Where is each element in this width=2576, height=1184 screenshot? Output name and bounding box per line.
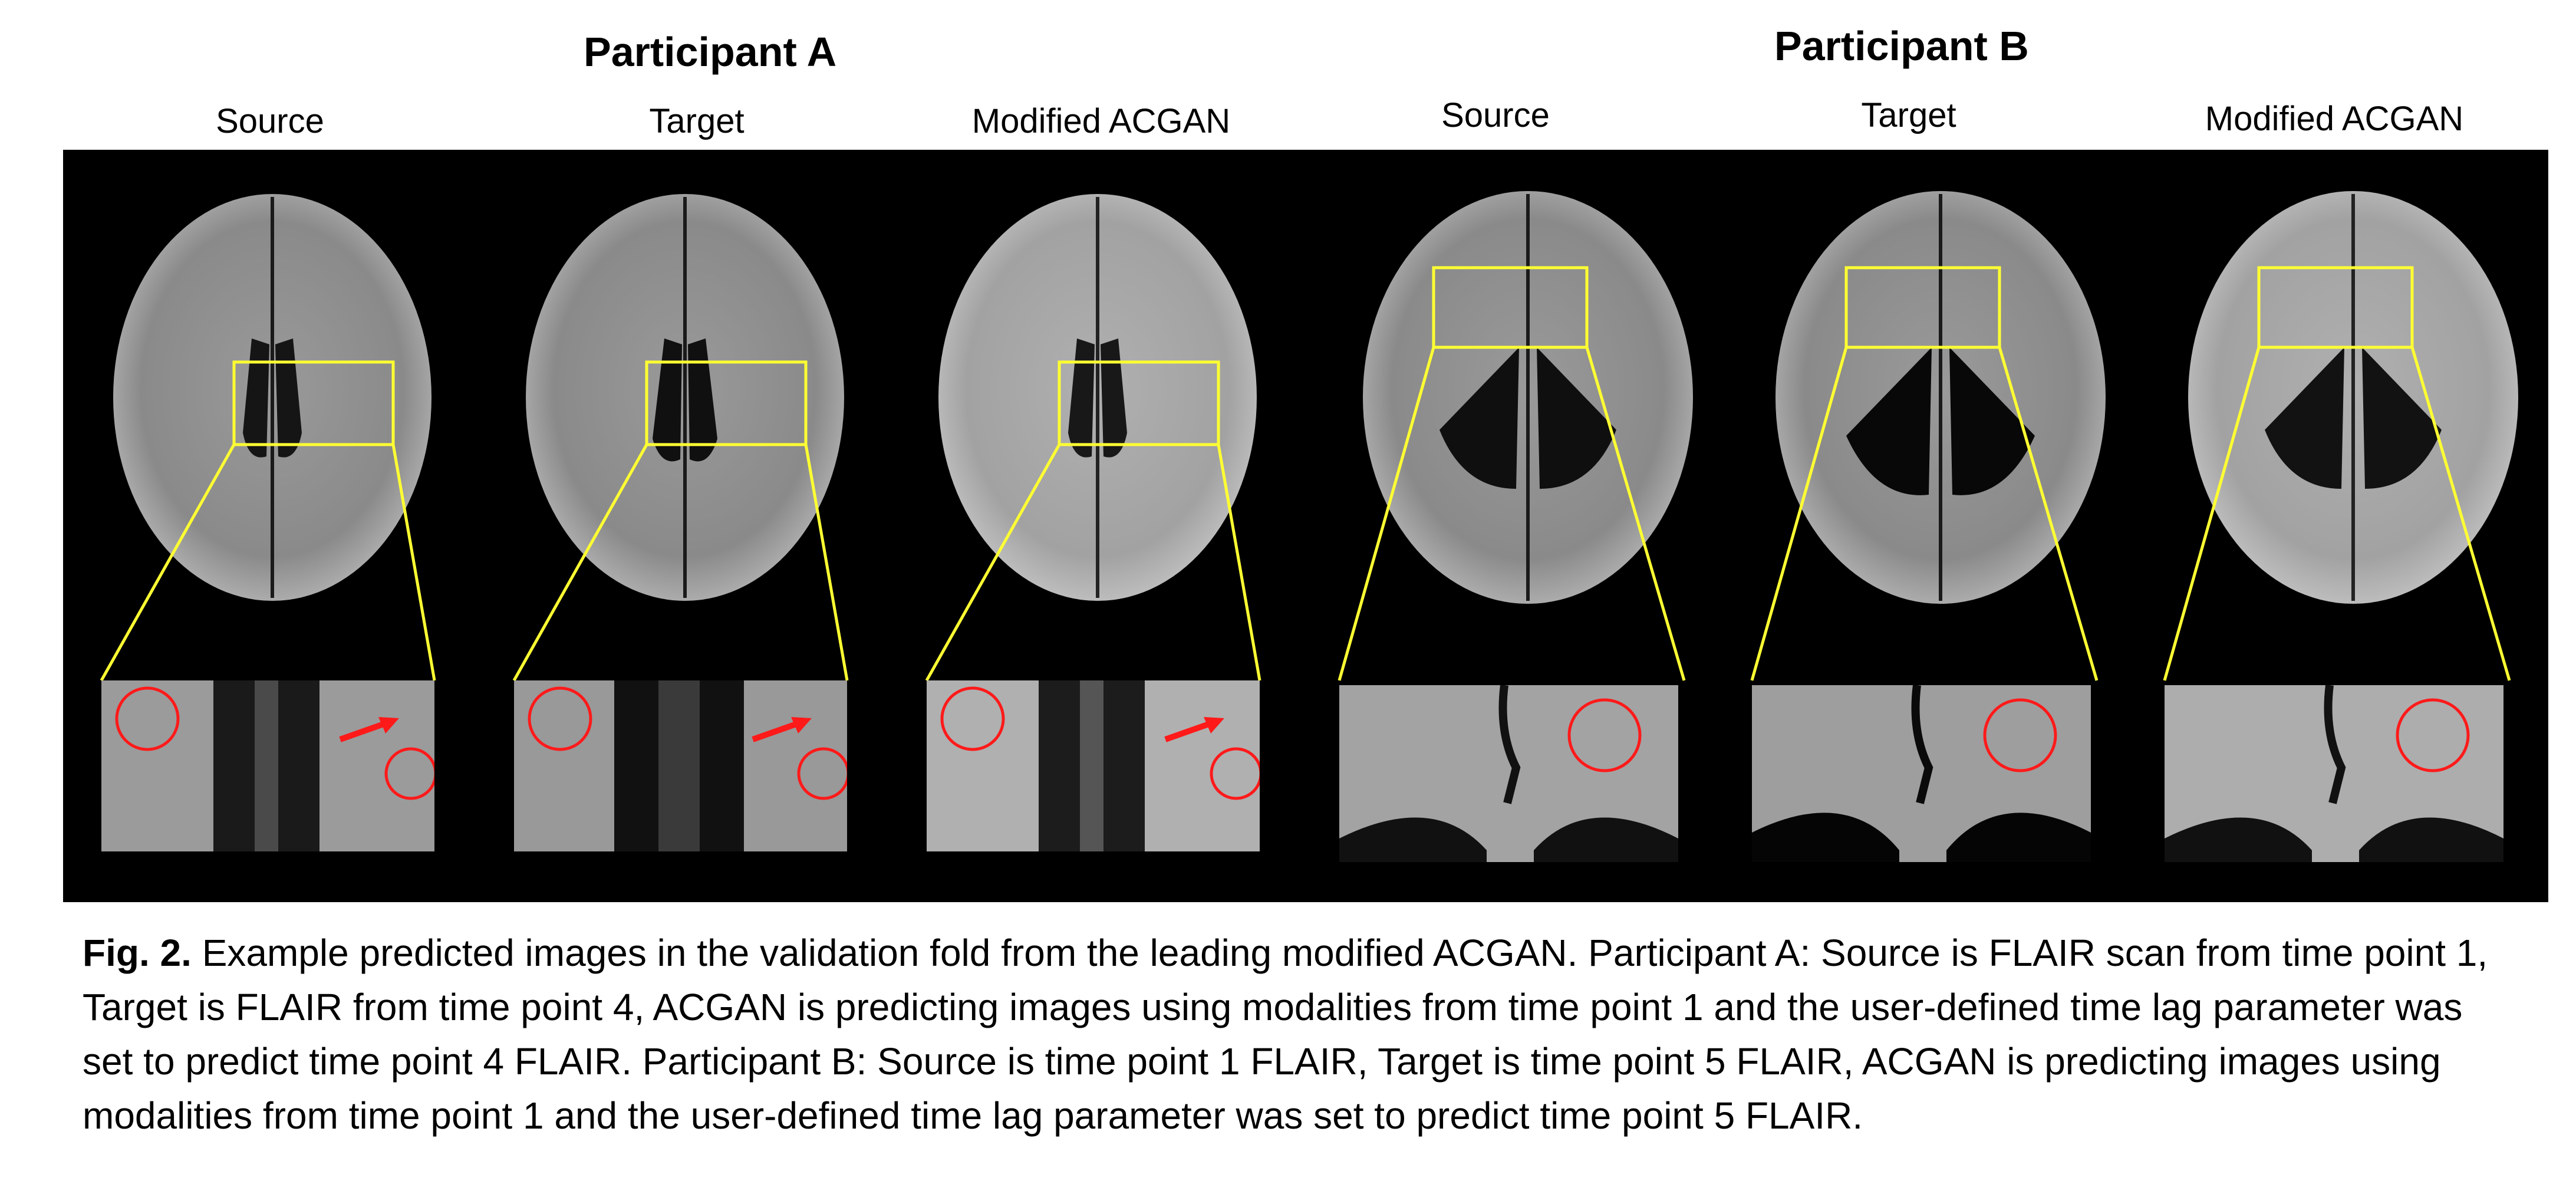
col-label-b-acgan: Modified ACGAN bbox=[2205, 100, 2464, 138]
col-label-b-source: Source bbox=[1441, 96, 1550, 134]
col-label-a-source: Source bbox=[216, 102, 324, 140]
col-label-a-target: Target bbox=[649, 102, 745, 140]
zoom-panel-a-acgan bbox=[927, 680, 1260, 851]
figure-label: Fig. 2. bbox=[83, 932, 192, 974]
zoom-panel-b-acgan bbox=[2165, 685, 2503, 862]
zoom-panel-b-target bbox=[1752, 685, 2091, 862]
zoom-panel-a-source bbox=[101, 680, 434, 851]
brain-scan-b-target bbox=[1775, 191, 2106, 604]
col-label-a-acgan: Modified ACGAN bbox=[971, 102, 1231, 140]
figure-caption: Fig. 2. Example predicted images in the … bbox=[83, 926, 2511, 1143]
brain-scan-b-acgan bbox=[2188, 191, 2518, 604]
zoom-panel-b-source bbox=[1339, 685, 1678, 862]
brain-scan-a-target bbox=[526, 194, 844, 601]
brain-scan-a-acgan bbox=[938, 194, 1257, 601]
zoom-panel-a-target bbox=[514, 680, 847, 851]
brain-scan-b-source bbox=[1363, 191, 1693, 604]
caption-text: Example predicted images in the validati… bbox=[83, 932, 2488, 1137]
zoom-connector-lines bbox=[100, 347, 2511, 682]
group-title-participant-a: Participant A bbox=[584, 29, 837, 75]
group-title-participant-b: Participant B bbox=[1774, 23, 2029, 69]
mri-panel bbox=[63, 150, 2548, 902]
col-label-b-target: Target bbox=[1861, 96, 1956, 134]
brain-scan-a-source bbox=[113, 194, 431, 601]
